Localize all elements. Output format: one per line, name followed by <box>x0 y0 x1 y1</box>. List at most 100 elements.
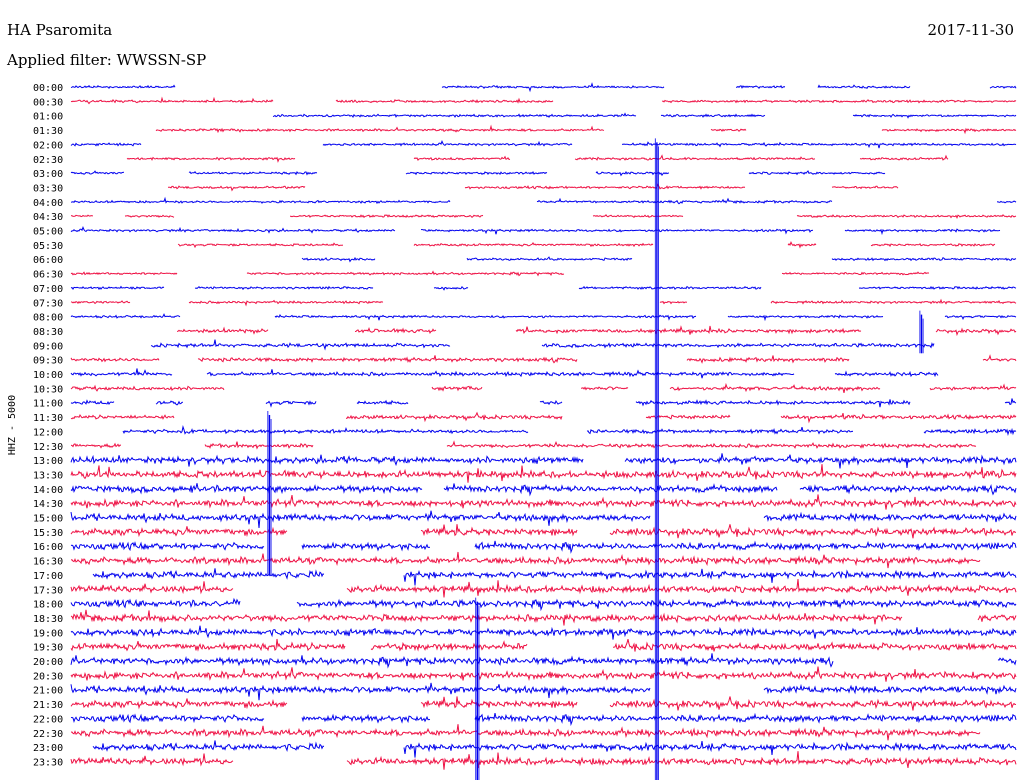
trace-line <box>70 653 1017 669</box>
row-label-1300: 13:00 <box>33 456 63 467</box>
row-label-0900: 09:00 <box>33 341 63 352</box>
trace-row-2200 <box>70 712 1017 727</box>
trace-row-2330 <box>70 751 1017 770</box>
trace-line <box>70 298 1017 307</box>
row-label-0930: 09:30 <box>33 356 63 367</box>
trace-line <box>92 568 1017 586</box>
row-label-2030: 20:30 <box>33 671 63 682</box>
trace-line <box>177 241 996 249</box>
trace-line <box>70 139 1017 149</box>
trace-row-2030 <box>70 666 1017 682</box>
row-label-1200: 12:00 <box>33 427 63 438</box>
trace-row-2300 <box>92 740 1017 758</box>
trace-line <box>70 524 1017 539</box>
trace-line <box>70 510 1017 529</box>
trace-line <box>70 609 1017 626</box>
trace-row-0630 <box>70 270 930 277</box>
trace-row-1130 <box>70 411 1017 424</box>
trace-row-1300 <box>70 453 1017 469</box>
trace-line <box>122 425 1017 436</box>
trace-row-2100 <box>70 682 1017 701</box>
event-spike-1 <box>267 411 272 575</box>
trace-row-1400 <box>70 483 1017 497</box>
trace-row-1630 <box>70 551 981 569</box>
row-label-1330: 13:30 <box>33 470 63 481</box>
trace-line <box>70 494 1017 510</box>
trace-line <box>70 170 886 177</box>
row-label-0400: 04:00 <box>33 198 63 209</box>
row-label-2330: 23:30 <box>33 757 63 768</box>
row-label-0600: 06:00 <box>33 255 63 266</box>
trace-line <box>70 483 1017 497</box>
trace-line <box>70 398 1017 408</box>
row-label-1930: 19:30 <box>33 643 63 654</box>
row-label-2230: 22:30 <box>33 729 63 740</box>
trace-line <box>70 540 1017 554</box>
trace-line <box>70 682 1017 701</box>
trace-line <box>70 82 1017 93</box>
trace-line <box>301 256 1017 263</box>
trace-line <box>70 96 1017 105</box>
filter-label: Applied filter: WWSSN-SP <box>7 51 207 69</box>
trace-row-2130 <box>70 696 1017 711</box>
trace-line <box>71 196 1017 205</box>
row-label-0200: 02:00 <box>33 140 63 151</box>
trace-row-1030 <box>70 382 1017 394</box>
row-label-1400: 14:00 <box>33 485 63 496</box>
trace-row-1500 <box>70 510 1017 529</box>
row-label-1800: 18:00 <box>33 600 63 611</box>
row-label-1230: 12:30 <box>33 442 63 453</box>
trace-line <box>70 666 1017 682</box>
trace-row-1900 <box>70 625 1017 640</box>
trace-line <box>70 751 1017 770</box>
trace-row-1800 <box>70 597 1017 612</box>
trace-line <box>176 325 1017 337</box>
row-label-1600: 16:00 <box>33 542 63 553</box>
row-label-0700: 07:00 <box>33 284 63 295</box>
trace-line <box>70 638 1017 652</box>
row-label-1530: 15:30 <box>33 528 63 539</box>
trace-line <box>70 270 930 277</box>
row-label-0630: 06:30 <box>33 270 63 281</box>
trace-row-0200 <box>70 139 1017 149</box>
trace-line <box>92 740 1017 758</box>
trace-line <box>272 112 1017 119</box>
trace-row-2000 <box>70 653 1017 669</box>
trace-row-1200 <box>122 425 1017 436</box>
channel-label: HHZ - 5000 <box>7 395 18 455</box>
trace-line <box>70 453 1017 469</box>
trace-line <box>70 214 1017 219</box>
trace-line <box>126 154 949 163</box>
trace-row-1430 <box>70 494 1017 510</box>
trace-line <box>70 724 981 741</box>
row-label-0830: 08:30 <box>33 327 63 338</box>
event-spike-2 <box>475 597 480 780</box>
trace-line <box>70 411 1017 424</box>
row-label-0030: 00:30 <box>33 97 63 108</box>
row-label-0230: 02:30 <box>33 155 63 166</box>
row-label-1700: 17:00 <box>33 571 63 582</box>
trace-line <box>70 464 1017 483</box>
trace-line <box>70 625 1017 640</box>
trace-line <box>70 285 1017 291</box>
trace-row-0300 <box>70 170 886 177</box>
row-label-2000: 20:00 <box>33 657 63 668</box>
trace-line <box>70 354 1017 364</box>
row-label-0430: 04:30 <box>33 212 63 223</box>
trace-line <box>70 313 1017 322</box>
trace-line <box>70 368 939 379</box>
trace-row-0930 <box>70 354 1017 364</box>
trace-line <box>155 124 1017 135</box>
station-title: HA Psaromita <box>7 21 113 39</box>
row-label-1430: 14:30 <box>33 499 63 510</box>
row-label-0000: 00:00 <box>33 83 63 94</box>
trace-row-1830 <box>70 609 1017 626</box>
row-label-0530: 05:30 <box>33 241 63 252</box>
row-label-1730: 17:30 <box>33 585 63 596</box>
trace-row-0430 <box>70 214 1017 219</box>
row-label-0800: 08:00 <box>33 313 63 324</box>
trace-row-1230 <box>70 440 977 450</box>
row-label-2200: 22:00 <box>33 714 63 725</box>
trace-row-0500 <box>70 226 1001 236</box>
